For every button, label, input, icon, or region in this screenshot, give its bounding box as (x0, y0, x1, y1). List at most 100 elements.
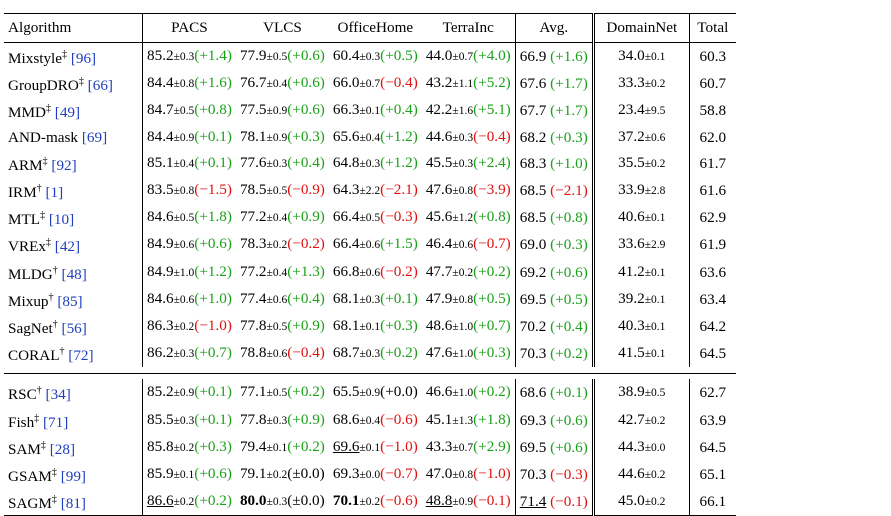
total-cell: 64.5 (688, 340, 736, 368)
total-cell: 64.2 (688, 313, 736, 341)
domainnet-value: 39.2 (618, 289, 645, 307)
std-dev: ±1.2 (452, 212, 474, 225)
std-dev: ±0.7 (452, 51, 474, 63)
std-dev: ±0.6 (173, 239, 195, 252)
accuracy-value: 64.8 (332, 153, 360, 171)
std-dev: ±0.9 (266, 105, 288, 118)
total-cell: 62.7 (688, 379, 736, 407)
pacs-cell: 83.5±0.8(−1.5) (141, 177, 236, 205)
accuracy-value: 85.8 (147, 437, 174, 455)
accuracy-value: 45.5 (425, 153, 453, 171)
pacs-cell: 84.9±1.0(+1.2) (141, 258, 236, 286)
vlcs-cell: 80.0±0.3(±0.0) (235, 488, 329, 516)
algorithm-cell: RSC† [34] (4, 379, 143, 406)
table-row: RSC† [34] 85.2±0.9(+0.1) 77.1±0.5(+0.2) 65.… (4, 379, 736, 407)
officehome-cell: 66.0±0.7(−0.4) (329, 70, 422, 97)
accuracy-value: 66.3 (332, 101, 360, 119)
avg-delta: (−2.1) (550, 182, 588, 200)
domainnet-value: 35.5 (618, 153, 645, 171)
accuracy-value: 84.6 (147, 289, 174, 307)
algorithm-mark: † (36, 385, 42, 397)
avg-value: 70.3 (519, 345, 547, 363)
terrainc-cell: 47.0±0.8(−1.0) (422, 461, 515, 488)
pacs-cell: 84.6±0.6(+1.0) (141, 285, 236, 314)
avg-cell: 68.5 (−2.1) (514, 177, 594, 205)
std-dev: ±0.3 (173, 414, 195, 427)
avg-cell: 67.6 (+1.7) (514, 70, 594, 98)
avg-delta: (+0.3) (550, 236, 588, 254)
domainnet-cell: 44.3±0.0 (591, 433, 690, 462)
avg-cell: 69.0 (+0.3) (514, 231, 594, 259)
delta-value: (−1.0) (380, 437, 418, 455)
std-dev: ±0.2 (266, 239, 288, 252)
accuracy-value: 78.8 (239, 344, 267, 362)
delta-value: (±0.0) (287, 465, 325, 483)
delta-value: (+5.1) (473, 101, 511, 119)
accuracy-value: 66.0 (332, 74, 360, 92)
std-dev: ±0.8 (452, 293, 474, 306)
citation-link: [69] (81, 128, 108, 146)
vlcs-cell: 78.1±0.9(+0.3) (236, 125, 329, 150)
total-cell: 63.9 (688, 406, 736, 434)
accuracy-value: 46.6 (425, 383, 453, 401)
delta-value: (+0.2) (473, 383, 511, 401)
delta-value: (−1.5) (194, 181, 232, 199)
std-dev: ±0.8 (173, 78, 195, 91)
domainnet-std: ±9.5 (644, 105, 666, 118)
delta-value: (+1.2) (380, 127, 418, 145)
std-dev: ±0.7 (452, 441, 474, 454)
pacs-cell: 84.4±0.8(+1.6) (141, 70, 236, 98)
accuracy-value: 68.1 (332, 317, 360, 335)
vlcs-cell: 77.2±0.4(+1.3) (236, 259, 329, 286)
table-row: MMD‡ [49] 84.7±0.5(+0.8) 77.5±0.9(+0.6) 66.… (4, 97, 736, 125)
algorithm-cell: Mixup† [85] (4, 286, 143, 313)
algorithm-mark: ‡ (45, 237, 51, 249)
terrainc-cell: 47.6±0.8(−3.9) (422, 177, 515, 204)
std-dev: ±0.1 (359, 441, 381, 454)
delta-value: (+0.9) (287, 208, 325, 226)
delta-value: (+0.8) (473, 208, 511, 226)
std-dev: ±0.2 (173, 321, 195, 334)
header-total: Total (688, 13, 736, 43)
accuracy-value: 84.7 (147, 101, 174, 119)
algorithm-mark: † (36, 183, 42, 195)
delta-value: (−0.4) (473, 127, 511, 145)
std-dev: ±0.3 (266, 414, 288, 427)
std-dev: ±0.9 (359, 387, 381, 400)
accuracy-value: 77.2 (239, 208, 267, 226)
table-row: Mixstyle‡ [96] 85.2±0.3(+1.4) 77.9±0.5(+0.… (4, 42, 736, 71)
std-dev: ±0.3 (452, 157, 474, 170)
header-pacs: PACS (141, 13, 236, 43)
std-dev: ±0.3 (452, 131, 474, 144)
domainnet-std: ±0.0 (644, 441, 666, 454)
std-dev: ±0.5 (173, 105, 195, 118)
std-dev: ±0.6 (173, 293, 195, 306)
avg-value: 71.4 (519, 493, 547, 511)
avg-value: 67.7 (519, 102, 547, 120)
header-officehome: OfficeHome (328, 13, 422, 43)
avg-value: 66.9 (519, 48, 547, 65)
results-table-figure: Algorithm PACS VLCS OfficeHome TerraInc … (4, 13, 736, 516)
delta-value: (+0.3) (473, 344, 511, 362)
avg-cell: 69.5 (+0.6) (514, 433, 594, 462)
avg-value: 69.0 (519, 236, 547, 254)
delta-value: (+1.2) (194, 262, 232, 280)
accuracy-value: 78.5 (239, 181, 267, 199)
delta-value: (+0.1) (380, 289, 418, 307)
citation-link: [42] (54, 238, 81, 256)
std-dev: ±0.2 (452, 266, 474, 279)
officehome-cell: 64.8±0.3(+1.2) (329, 150, 422, 177)
algorithm-name: AND-mask (8, 128, 79, 146)
std-dev: ±0.5 (266, 321, 288, 334)
officehome-cell: 66.8±0.6(−0.2) (329, 259, 422, 286)
algorithm-cell: CORAL† [72] (4, 340, 143, 367)
domainnet-cell: 39.2±0.1 (591, 285, 690, 314)
std-dev: ±0.3 (266, 496, 288, 509)
algorithm-mark: ‡ (42, 155, 48, 167)
algorithm-mark: ‡ (34, 412, 40, 424)
algorithm-name: Mixstyle (8, 50, 63, 67)
accuracy-value: 77.5 (239, 101, 267, 119)
delta-value: (+0.5) (473, 289, 511, 307)
avg-value: 68.2 (519, 128, 547, 146)
avg-delta: (+0.8) (550, 209, 588, 227)
